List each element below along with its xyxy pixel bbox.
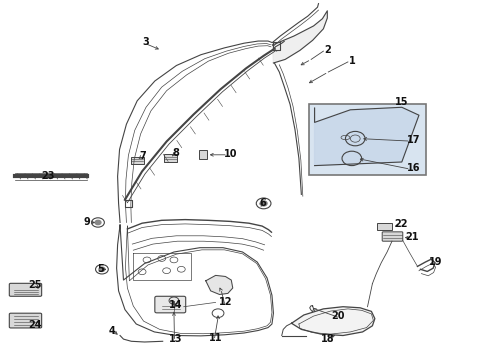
Text: 18: 18 (320, 334, 334, 344)
Text: 2: 2 (324, 45, 331, 55)
Text: 9: 9 (84, 217, 91, 228)
Text: 8: 8 (172, 148, 179, 158)
Text: 22: 22 (394, 219, 408, 229)
Text: 1: 1 (349, 56, 356, 66)
Polygon shape (315, 107, 419, 166)
Text: 10: 10 (223, 149, 237, 159)
Text: 7: 7 (140, 150, 147, 161)
FancyBboxPatch shape (382, 232, 403, 241)
FancyBboxPatch shape (9, 313, 42, 328)
Text: 21: 21 (405, 232, 418, 242)
Text: 5: 5 (97, 264, 104, 274)
Text: 6: 6 (259, 198, 266, 208)
FancyBboxPatch shape (309, 104, 426, 175)
Text: 4: 4 (108, 326, 115, 336)
Text: 23: 23 (41, 171, 55, 181)
Text: 20: 20 (331, 311, 345, 321)
Text: 17: 17 (407, 135, 421, 145)
FancyBboxPatch shape (377, 223, 392, 230)
Text: 11: 11 (209, 333, 222, 343)
Text: 25: 25 (28, 280, 42, 290)
FancyBboxPatch shape (164, 154, 177, 162)
FancyBboxPatch shape (199, 150, 207, 159)
Text: 24: 24 (28, 320, 42, 330)
Text: 19: 19 (429, 257, 443, 267)
Text: 12: 12 (219, 297, 232, 307)
Polygon shape (272, 11, 327, 63)
Text: 3: 3 (143, 37, 149, 48)
FancyBboxPatch shape (155, 296, 186, 313)
Polygon shape (292, 307, 375, 336)
Text: 14: 14 (169, 300, 182, 310)
Text: 13: 13 (169, 334, 182, 344)
Circle shape (99, 267, 105, 271)
FancyBboxPatch shape (9, 283, 42, 296)
Circle shape (260, 201, 267, 206)
Text: 15: 15 (395, 96, 409, 107)
Circle shape (95, 220, 101, 225)
FancyBboxPatch shape (131, 157, 144, 164)
Text: 16: 16 (407, 163, 421, 174)
Polygon shape (206, 275, 233, 294)
